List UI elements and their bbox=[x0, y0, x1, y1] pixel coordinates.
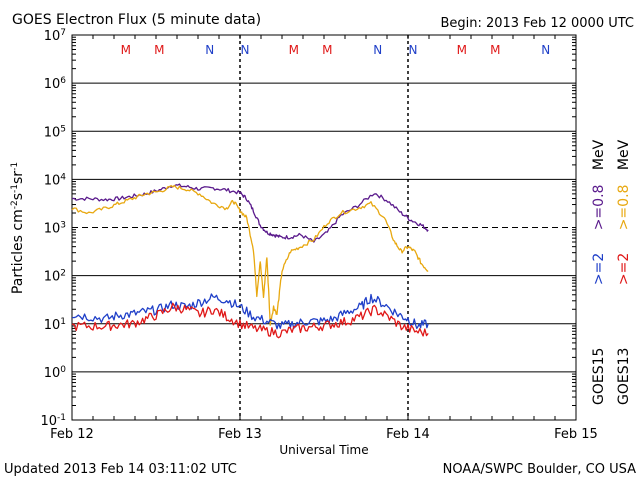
series-layer bbox=[71, 183, 429, 339]
y-tick-label: 107 bbox=[44, 28, 66, 44]
series-goes13-2-mev bbox=[71, 302, 429, 339]
y-axis-label-exp3: -1 bbox=[10, 162, 20, 171]
y-tick-exponent: -1 bbox=[57, 413, 66, 423]
y-tick-label: 103 bbox=[44, 221, 66, 237]
y-tick-label: 106 bbox=[44, 76, 67, 92]
y-tick-exponent: 0 bbox=[60, 365, 66, 375]
begin-label: Begin: 2013 Feb 12 0000 UTC bbox=[440, 16, 634, 31]
y-tick-base: 10 bbox=[44, 366, 61, 381]
y-tick-label: 10-1 bbox=[40, 413, 66, 429]
legend-goes15-mev: MeV bbox=[591, 139, 607, 170]
mn-markers: M M M M M MN N N N N bbox=[121, 43, 551, 57]
marker-m: M bbox=[457, 43, 467, 57]
credit-label: NOAA/SWPC Boulder, CO USA bbox=[443, 462, 636, 477]
y-tick-label: 100 bbox=[44, 365, 67, 381]
x-axis-label: Universal Time bbox=[279, 443, 368, 457]
marker-m: M bbox=[121, 43, 131, 57]
marker-m: M bbox=[490, 43, 500, 57]
y-axis-label-exp2: -1 bbox=[10, 184, 20, 193]
y-tick-base: 10 bbox=[44, 270, 61, 285]
y-tick-label: 105 bbox=[44, 124, 66, 140]
legend-goes15: GOES15 >=2 >=0.8 MeV bbox=[591, 139, 607, 405]
y-tick-exponent: 2 bbox=[60, 269, 66, 279]
legend-goes13-ge08: >=0.8 bbox=[616, 185, 632, 231]
x-tick-label: Feb 14 bbox=[386, 427, 430, 442]
y-tick-label: 102 bbox=[44, 269, 66, 285]
chart-title: GOES Electron Flux (5 minute data) bbox=[12, 12, 261, 28]
marker-n: N bbox=[241, 43, 250, 57]
y-tick-base: 10 bbox=[44, 29, 61, 44]
grid-layer bbox=[71, 35, 577, 420]
y-tick-base: 10 bbox=[44, 173, 61, 188]
y-tick-base: 10 bbox=[40, 414, 57, 429]
y-tick-exponent: 7 bbox=[60, 28, 66, 38]
y-tick-exponent: 3 bbox=[60, 221, 66, 231]
legend-goes13-ge2: >=2 bbox=[616, 253, 632, 285]
y-axis-label-s: s bbox=[10, 193, 26, 200]
y-tick-exponent: 4 bbox=[60, 172, 66, 182]
y-tick-label: 101 bbox=[44, 317, 66, 333]
marker-n: N bbox=[409, 43, 418, 57]
marker-m: M bbox=[154, 43, 164, 57]
updated-label: Updated 2013 Feb 14 03:11:02 UTC bbox=[4, 462, 237, 477]
marker-n: N bbox=[373, 43, 382, 57]
legend-goes13: GOES13 >=2 >=0.8 MeV bbox=[616, 139, 632, 405]
x-tick-labels: Feb 12 Feb 13 Feb 14 Feb 15 bbox=[50, 427, 598, 442]
legend-goes15-ge2: >=2 bbox=[591, 253, 607, 285]
marker-n: N bbox=[205, 43, 214, 57]
y-tick-base: 10 bbox=[44, 318, 61, 333]
legend-goes15-ge08: >=0.8 bbox=[591, 185, 607, 231]
marker-n: N bbox=[541, 43, 550, 57]
x-tick-label: Feb 15 bbox=[554, 427, 598, 442]
series-goes15-2-mev bbox=[71, 293, 429, 330]
y-tick-label: 104 bbox=[44, 172, 67, 188]
legend-goes13-mev: MeV bbox=[616, 139, 632, 170]
y-tick-exponent: 6 bbox=[60, 76, 66, 86]
x-tick-label: Feb 13 bbox=[218, 427, 262, 442]
y-tick-base: 10 bbox=[44, 77, 61, 92]
y-axis-label-sr: sr bbox=[10, 171, 26, 184]
y-tick-exponent: 1 bbox=[60, 317, 66, 327]
marker-m: M bbox=[289, 43, 299, 57]
right-legend: GOES15 >=2 >=0.8 MeV GOES13 >=2 >=0.8 Me… bbox=[591, 139, 632, 405]
legend-goes15-name: GOES15 bbox=[591, 348, 607, 405]
y-axis-label-particles: Particles cm bbox=[10, 209, 26, 294]
legend-goes13-name: GOES13 bbox=[616, 348, 632, 405]
y-tick-base: 10 bbox=[44, 222, 61, 237]
y-tick-exponent: 5 bbox=[60, 124, 66, 134]
y-tick-base: 10 bbox=[44, 125, 61, 140]
series-goes13-0-8-mev bbox=[71, 184, 429, 326]
x-tick-label: Feb 12 bbox=[50, 427, 94, 442]
y-axis-label: Particles cm-2s-1sr-1 bbox=[10, 162, 26, 294]
y-axis-label-exp1: -2 bbox=[10, 200, 20, 209]
marker-m: M bbox=[322, 43, 332, 57]
